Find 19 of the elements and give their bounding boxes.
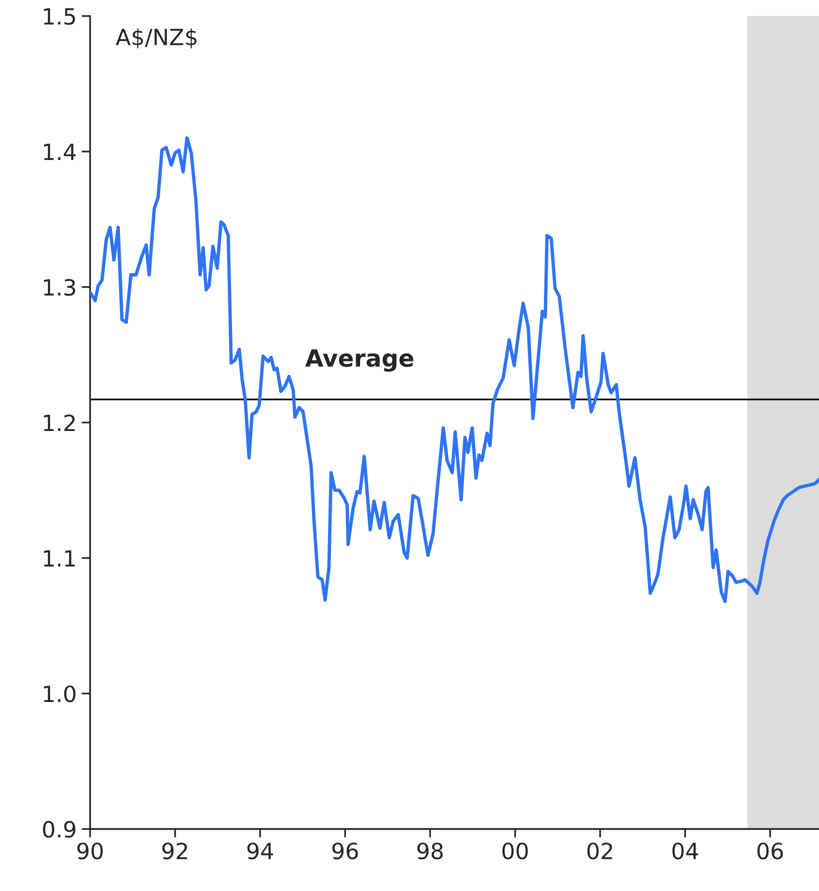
x-tick-label: 96 xyxy=(332,842,358,860)
x-tick-label: 94 xyxy=(247,842,273,860)
y-tick-label: 1.1 xyxy=(44,550,75,566)
y-tick-label: 1.5 xyxy=(44,8,75,25)
y-tick-label: 1.0 xyxy=(44,685,76,702)
y-tick-label: 1.4 xyxy=(44,144,76,160)
x-tick-label: 90 xyxy=(77,842,103,860)
x-tick-label: 06 xyxy=(757,842,783,860)
x-tick-label: 02 xyxy=(587,842,612,860)
line-series xyxy=(90,136,819,604)
x-tick-label: 04 xyxy=(672,842,698,860)
ref-line-label: Average xyxy=(305,349,414,372)
x-tick-label: 92 xyxy=(162,842,188,860)
x-tick-label: 00 xyxy=(502,842,528,860)
annotation: A$/NZ$ xyxy=(116,28,197,48)
y-tick-label: 1.2 xyxy=(44,414,75,431)
y-tick-label: 1.3 xyxy=(44,278,76,296)
y-tick-label: 0.9 xyxy=(43,820,76,838)
x-tick-label: 98 xyxy=(417,842,443,860)
